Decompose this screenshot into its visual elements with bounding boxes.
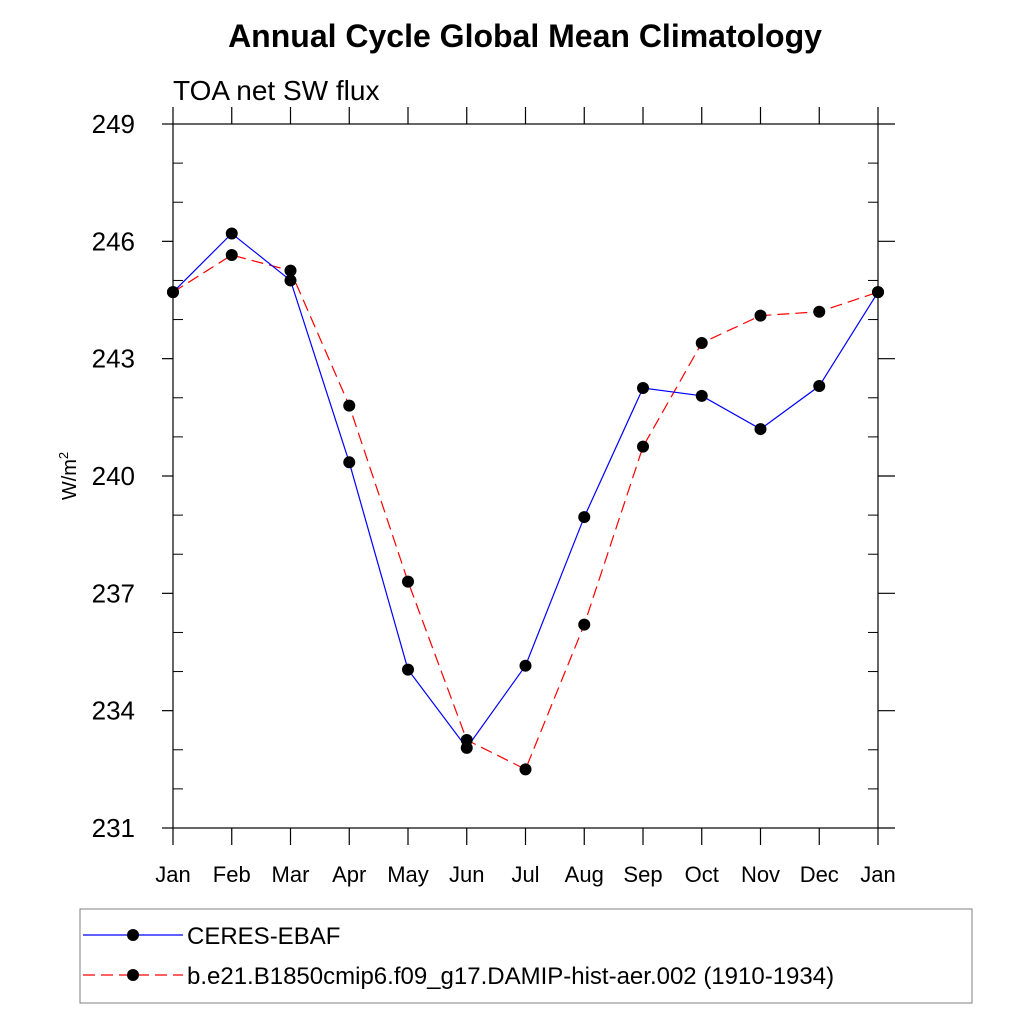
data-point-series-0 [578, 511, 591, 524]
chart-title: Annual Cycle Global Mean Climatology [228, 18, 822, 54]
y-tick-label: 240 [92, 461, 135, 491]
series-layer [167, 227, 884, 776]
data-point-series-0 [284, 274, 297, 287]
y-tick-label: 249 [92, 109, 135, 139]
y-tick-label: 243 [92, 344, 135, 374]
data-point-series-0 [343, 456, 356, 469]
plot-area [172, 123, 879, 829]
series-line-1 [172, 254, 879, 771]
legend-marker-1 [127, 969, 139, 981]
data-point-series-1 [637, 440, 649, 453]
x-tick-label: Feb [213, 862, 251, 887]
data-point-series-1 [813, 305, 826, 318]
data-point-series-1 [695, 337, 708, 350]
data-point-series-1 [343, 399, 356, 412]
legend-marker-0 [127, 929, 139, 941]
x-tick-label: Aug [565, 862, 604, 887]
legend-label-0: CERES-EBAF [187, 923, 340, 950]
x-tick-label: Jun [449, 862, 484, 887]
data-point-series-0 [402, 663, 414, 676]
y-tick-label: 231 [92, 813, 135, 843]
data-point-series-0 [872, 286, 884, 299]
y-axis-ticks: 231 234 237 240 243 246 249 [92, 109, 895, 843]
x-axis-ticks: Jan Feb Mar Apr May Jun Jul Aug Sep Oct Nov Dec Jan [155, 107, 896, 887]
legend: CERES-EBAF b.e21.B1850cmip6.f09_g17.DAMIP… [83, 923, 834, 990]
data-point-series-1 [225, 249, 238, 262]
y-axis-label: W/m2 [56, 452, 81, 500]
x-tick-label: May [387, 862, 429, 887]
y-axis-label-text: W/m [59, 459, 81, 500]
x-tick-label: Oct [685, 862, 719, 887]
x-tick-label: Sep [623, 862, 662, 887]
x-tick-label: Mar [272, 862, 310, 887]
data-point-series-0 [695, 389, 708, 402]
data-point-series-0 [813, 380, 826, 393]
data-point-series-1 [402, 575, 414, 588]
data-point-series-0 [460, 741, 473, 754]
svg-text:W/m2: W/m2 [56, 452, 81, 500]
x-tick-label: Apr [332, 862, 366, 887]
data-point-series-1 [578, 618, 591, 631]
x-tick-label: Dec [800, 862, 839, 887]
data-point-series-0 [637, 382, 649, 394]
y-axis-label-superscript: 2 [56, 452, 71, 459]
x-tick-label: Jan [860, 862, 895, 887]
legend-label-1: b.e21.B1850cmip6.f09_g17.DAMIP-hist-aer.… [187, 963, 834, 990]
x-tick-label: Nov [741, 862, 780, 887]
data-point-series-1 [754, 309, 767, 322]
y-tick-label: 246 [92, 226, 135, 256]
data-point-series-0 [167, 286, 179, 299]
data-point-series-0 [754, 423, 767, 436]
data-point-series-1 [284, 264, 297, 277]
y-tick-label: 234 [92, 696, 135, 726]
data-point-series-1 [519, 763, 532, 776]
legend-box [79, 908, 973, 1004]
x-tick-label: Jan [155, 862, 190, 887]
data-point-series-0 [519, 659, 532, 672]
y-tick-label: 237 [92, 578, 135, 608]
x-tick-label: Jul [511, 862, 539, 887]
chart-subtitle: TOA net SW flux [173, 75, 379, 106]
data-point-series-0 [225, 227, 238, 240]
